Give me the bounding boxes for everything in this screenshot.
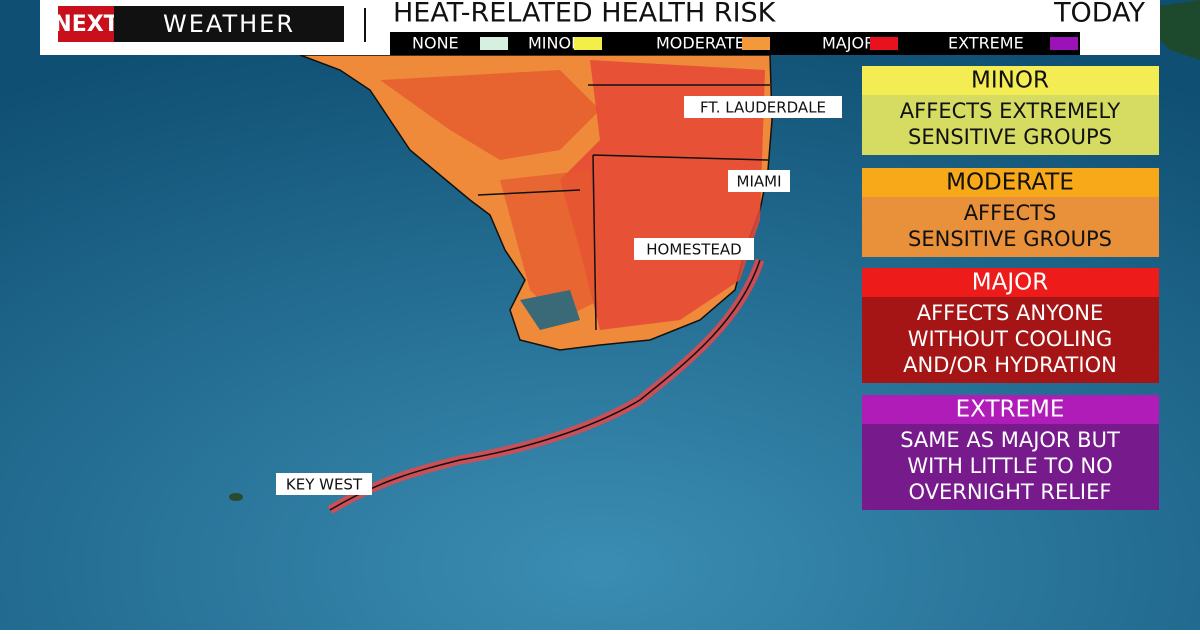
city-label: FT. LAUDERDALE (700, 99, 826, 117)
city-box (684, 96, 842, 118)
panel-body (862, 424, 1159, 510)
legend-swatch (1050, 37, 1078, 50)
legend-swatch (742, 37, 770, 50)
panel-text: WITH LITTLE TO NO (907, 454, 1112, 478)
panel-title: MODERATE (946, 170, 1074, 196)
panel-header (862, 395, 1159, 424)
city-label: MIAMI (737, 173, 782, 191)
florida (229, 54, 773, 514)
panel-text: AFFECTS ANYONE (917, 301, 1104, 325)
panel-text: SAME AS MAJOR BUT (900, 428, 1120, 452)
panel-title: MINOR (971, 68, 1049, 94)
legend-swatch (870, 37, 898, 50)
legend-label: MODERATE (656, 34, 745, 53)
panel-text: AFFECTS (964, 201, 1057, 225)
legend-label: MINOR (528, 34, 582, 53)
panel-body (862, 95, 1159, 155)
brand: NEXT (53, 12, 118, 37)
legend-label: NONE (412, 34, 459, 53)
city-box (276, 473, 372, 495)
city-label: KEY WEST (286, 476, 363, 494)
panel-text: SENSITIVE GROUPS (908, 227, 1112, 251)
legend-bar (390, 32, 1080, 55)
panel-text: SENSITIVE GROUPS (908, 125, 1112, 149)
legend-label: EXTREME (948, 34, 1024, 53)
brand-box (114, 6, 344, 42)
brand-logo (58, 6, 114, 42)
period: TODAY (1053, 0, 1145, 29)
panel-title: EXTREME (956, 397, 1065, 423)
panel-text: WITHOUT COOLING (908, 327, 1113, 351)
panel-header (862, 168, 1159, 197)
brand-sub: WEATHER (163, 10, 295, 38)
city-box (728, 170, 790, 192)
panel-body (862, 297, 1159, 383)
city-box (634, 238, 754, 260)
city-label: HOMESTEAD (646, 241, 741, 259)
legend-label: MAJOR (822, 34, 875, 53)
title: HEAT-RELATED HEALTH RISK (393, 0, 777, 29)
panel-text: AFFECTS EXTREMELY (900, 99, 1121, 123)
panel-body (862, 197, 1159, 257)
panel-header (862, 268, 1159, 297)
panel-header (862, 66, 1159, 95)
legend-swatch (480, 37, 508, 50)
panel-text: AND/OR HYDRATION (903, 353, 1117, 377)
legend-swatch (574, 37, 602, 50)
panel-text: OVERNIGHT RELIEF (909, 480, 1112, 504)
panel-title: MAJOR (972, 270, 1048, 296)
